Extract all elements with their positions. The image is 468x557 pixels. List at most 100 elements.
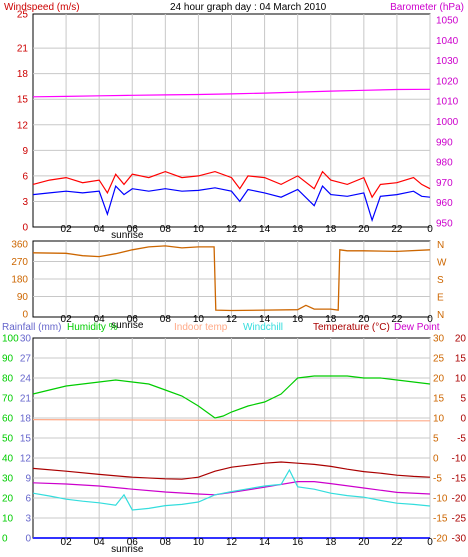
humidity-tick-label: 30	[2, 474, 14, 485]
x-tick-label: 10	[193, 314, 205, 325]
temperature-tick-label-outer: -5	[457, 434, 466, 445]
x-tick-label: 02	[61, 537, 73, 548]
x-tick-label: 0	[427, 537, 433, 548]
x-tick-label: 14	[259, 224, 271, 235]
humidity-tick-label: 90	[2, 354, 14, 365]
x-tick-label: 08	[160, 224, 172, 235]
x-tick-label: 10	[193, 224, 205, 235]
temperature-tick-label-outer: -10	[452, 454, 467, 465]
rainfall-tick-label: 6	[25, 494, 31, 505]
humidity-tick-label: 70	[2, 394, 14, 405]
legend-dew-point: Dew Point	[394, 322, 440, 333]
humidity-tick-label: 10	[2, 514, 14, 525]
rainfall-tick-label: 21	[20, 394, 32, 405]
compass-label: N	[437, 240, 444, 251]
rainfall-tick-label: 24	[20, 374, 32, 385]
legend-rainfall: Rainfall (mm)	[2, 322, 61, 333]
x-tick-label: 22	[391, 224, 403, 235]
x-tick-label: 20	[358, 224, 370, 235]
rainfall-tick-label: 27	[20, 354, 32, 365]
barometer-tick-label: 970	[436, 178, 453, 189]
x-tick-label: 18	[325, 224, 337, 235]
x-tick-label: 08	[160, 537, 172, 548]
rainfall-tick-label: 3	[25, 514, 31, 525]
x-tick-label: 10	[193, 537, 205, 548]
wind-barometer-panel: 0369121518212595096097098099010001010102…	[4, 2, 464, 241]
chart-title: 24 hour graph day : 04 March 2010	[170, 2, 327, 13]
barometer-tick-label: 1030	[436, 56, 459, 67]
x-tick-label: 0	[427, 314, 433, 325]
x-tick-label: 02	[61, 224, 73, 235]
temperature-tick-label-outer: -15	[452, 474, 467, 485]
direction-tick-label: 0	[22, 310, 28, 321]
x-tick-label: 02	[61, 314, 73, 325]
x-tick-label: 14	[259, 314, 271, 325]
temperature-tick-label-outer: 10	[455, 374, 467, 385]
temperature-tick-label: 15	[433, 394, 445, 405]
x-tick-label: 06	[127, 537, 139, 548]
direction-tick-label: 90	[17, 292, 29, 303]
x-tick-label: 16	[292, 537, 304, 548]
x-tick-label: 06	[127, 224, 139, 235]
barometer-axis-title: Barometer (hPa)	[390, 2, 464, 13]
windspeed-tick-label: 0	[22, 223, 28, 234]
x-tick-label: 12	[226, 537, 238, 548]
compass-label: S	[437, 275, 444, 286]
rainfall-tick-label: 9	[25, 474, 31, 485]
windspeed-tick-label: 12	[17, 120, 29, 131]
windspeed-tick-label: 15	[17, 95, 29, 106]
x-tick-label: 20	[358, 314, 370, 325]
temperature-tick-label-outer: 20	[455, 334, 467, 345]
barometer-tick-label: 1040	[436, 36, 459, 47]
temperature-tick-label-outer: 15	[455, 354, 467, 365]
barometer-tick-label: 1050	[436, 16, 459, 27]
humidity-tick-label: 60	[2, 414, 14, 425]
windchill-line	[32, 468, 431, 511]
barometer-tick-label: 950	[436, 218, 453, 229]
temperature-tick-label-outer: 0	[460, 414, 466, 425]
temperature-tick-label-outer: -25	[452, 514, 467, 525]
humidity-tick-label: 100	[2, 334, 19, 345]
barometer-tick-label: 980	[436, 158, 453, 169]
temperature-tick-label: -10	[433, 494, 448, 505]
wind-direction-line	[32, 245, 431, 312]
temperature-tick-label-outer: 5	[460, 394, 466, 405]
wind-gust-line	[32, 170, 431, 199]
x-tick-label: 0	[427, 224, 433, 235]
compass-label: E	[437, 293, 444, 304]
humidity-line	[32, 375, 431, 419]
humidity-tick-label: 80	[2, 374, 14, 385]
sunrise-label: sunrise	[111, 230, 144, 241]
windspeed-axis-title: Windspeed (m/s)	[4, 2, 80, 13]
legend-windchill: Windchill	[243, 322, 283, 333]
windspeed-tick-label: 25	[17, 10, 29, 21]
compass-label: N	[437, 310, 444, 321]
sunrise-label: sunrise	[111, 544, 144, 555]
x-tick-label: 04	[94, 314, 106, 325]
humidity-tick-label: 20	[2, 494, 14, 505]
x-tick-label: 04	[94, 224, 106, 235]
temperature-tick-label: 30	[433, 334, 445, 345]
indoor-temp-line	[32, 419, 430, 422]
compass-label: W	[437, 258, 447, 269]
x-tick-label: 18	[325, 314, 337, 325]
x-tick-label: 16	[292, 224, 304, 235]
temperature-humidity-panel: 0102030405060708090100036912151821242730…	[2, 322, 466, 555]
rainfall-tick-label: 30	[20, 334, 32, 345]
temperature-tick-label-outer: -30	[452, 534, 467, 545]
direction-tick-label: 270	[11, 257, 28, 268]
barometer-tick-label: 1010	[436, 97, 459, 108]
barometer-line	[32, 88, 431, 98]
rainfall-tick-label: 15	[20, 434, 32, 445]
windspeed-tick-label: 18	[17, 69, 29, 80]
x-tick-label: 18	[325, 537, 337, 548]
x-tick-label: 12	[226, 314, 238, 325]
temperature-tick-label: 20	[433, 374, 445, 385]
temperature-tick-label: -20	[433, 534, 448, 545]
x-tick-label: 20	[358, 537, 370, 548]
x-tick-label: 14	[259, 537, 271, 548]
temperature-tick-label: 10	[433, 414, 445, 425]
direction-tick-label: 360	[11, 240, 28, 251]
